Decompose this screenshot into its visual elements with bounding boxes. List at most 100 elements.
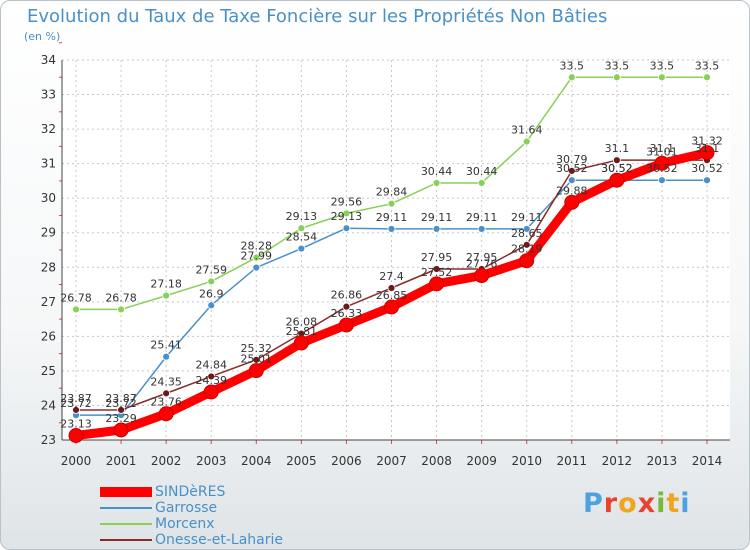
data-label-morcenx: 30.44 [421, 165, 453, 178]
data-label-morcenx: 31.64 [511, 124, 543, 137]
data-label-sind-res: 31.01 [646, 145, 678, 158]
data-point-garrosse [297, 244, 306, 253]
data-label-morcenx: 33.5 [695, 59, 720, 72]
data-label-garrosse: 23.72 [60, 397, 92, 410]
data-label-onesse-et-laharie: 26.86 [331, 289, 363, 302]
data-label-onesse-et-laharie: 24.35 [150, 375, 182, 388]
x-tick-label: 2001 [106, 454, 137, 468]
data-point-garrosse [432, 225, 441, 233]
data-point-onesse-et-laharie [342, 302, 351, 311]
data-point-sind-res [519, 253, 535, 269]
y-tick-label: 29 [41, 226, 56, 240]
data-label-garrosse: 25.41 [150, 339, 182, 352]
data-point-morcenx [567, 73, 576, 82]
data-point-garrosse [477, 225, 486, 233]
legend-item-garrosse: Garrosse [100, 500, 360, 516]
data-label-onesse-et-laharie: 27.95 [466, 251, 498, 264]
data-label-sind-res: 28.19 [511, 243, 543, 256]
plot-area [62, 60, 730, 440]
data-point-morcenx [117, 305, 125, 314]
x-tick-label: 2007 [376, 454, 407, 468]
x-tick-label: 2006 [331, 454, 362, 468]
y-tick-label: 33 [41, 88, 56, 102]
y-tick-label: 27 [41, 295, 56, 309]
data-label-onesse-et-laharie: 27.95 [421, 251, 453, 264]
data-point-onesse-et-laharie [207, 372, 216, 381]
legend-label: SINDèRES [155, 484, 226, 500]
legend-item-morcenx: Morcenx [100, 516, 360, 532]
x-tick-label: 2004 [241, 454, 272, 468]
data-label-garrosse: 30.52 [646, 162, 678, 175]
data-point-morcenx [658, 73, 666, 82]
data-point-garrosse [703, 176, 711, 185]
y-tick-label: 26 [41, 329, 56, 343]
data-point-sind-res [203, 384, 219, 400]
data-point-morcenx [342, 209, 351, 218]
data-point-morcenx [612, 73, 621, 82]
legend-swatch [100, 487, 152, 497]
data-point-sind-res [384, 299, 399, 315]
data-point-onesse-et-laharie [162, 389, 171, 398]
y-tick-label: 28 [41, 260, 56, 274]
data-label-garrosse: 23.72 [105, 397, 137, 410]
data-point-garrosse [207, 301, 216, 310]
data-label-garrosse: 30.52 [556, 162, 588, 175]
data-point-sind-res [68, 428, 84, 444]
data-point-morcenx [432, 179, 441, 187]
y-tick-label: 31 [41, 157, 56, 171]
data-label-onesse-et-laharie: 27.4 [379, 270, 404, 283]
data-point-morcenx [252, 253, 261, 262]
legend-label: Onesse-et-Laharie [155, 532, 284, 548]
data-label-garrosse: 27.99 [241, 250, 273, 263]
x-tick-label: 2005 [286, 454, 317, 468]
data-point-sind-res [474, 268, 490, 284]
x-tick-label: 2000 [61, 454, 92, 468]
data-point-sind-res [699, 145, 715, 161]
data-label-sind-res: 23.76 [150, 396, 182, 409]
x-tick-label: 2014 [692, 454, 723, 468]
data-label-onesse-et-laharie: 23.87 [105, 392, 137, 405]
legend-swatch [100, 507, 152, 509]
legend-label: Morcenx [155, 516, 215, 532]
data-point-sind-res [113, 422, 129, 438]
data-label-garrosse: 30.52 [601, 162, 633, 175]
data-label-garrosse: 30.52 [691, 162, 723, 175]
logo-letter: P [583, 488, 604, 519]
data-point-garrosse [387, 225, 396, 233]
legend-swatch [100, 539, 152, 541]
data-point-garrosse [342, 224, 351, 233]
data-point-onesse-et-laharie [72, 406, 80, 414]
logo-letter: i [680, 488, 691, 519]
data-label-onesse-et-laharie: 28.65 [511, 227, 543, 240]
data-label-garrosse: 29.13 [331, 210, 363, 223]
data-point-morcenx [162, 291, 171, 300]
data-label-morcenx: 30.44 [466, 165, 498, 178]
x-tick-label: 2008 [421, 454, 452, 468]
data-label-onesse-et-laharie: 31.1 [695, 142, 720, 155]
data-point-garrosse [658, 176, 666, 185]
data-label-morcenx: 27.59 [195, 263, 227, 276]
data-label-morcenx: 29.56 [331, 195, 363, 208]
data-point-morcenx [703, 73, 711, 82]
data-label-sind-res: 27.52 [421, 266, 453, 279]
data-point-sind-res [564, 194, 580, 210]
data-label-morcenx: 33.5 [605, 59, 630, 72]
data-label-morcenx: 28.28 [241, 240, 273, 253]
data-point-onesse-et-laharie [387, 284, 396, 292]
data-point-morcenx [522, 137, 531, 146]
y-tick-label: 34 [41, 53, 56, 67]
data-label-sind-res: 26.33 [331, 307, 363, 320]
data-label-sind-res: 26.85 [376, 289, 408, 302]
legend: SINDèRES Garrosse Morcenx Onesse-et-Laharie [100, 484, 360, 548]
data-point-onesse-et-laharie [432, 265, 441, 273]
logo-letter: o [618, 488, 638, 519]
y-tick-label: 30 [41, 191, 56, 205]
data-label-onesse-et-laharie: 31.1 [650, 142, 675, 155]
x-tick-label: 2002 [151, 454, 182, 468]
data-point-morcenx [72, 305, 80, 314]
data-label-garrosse: 29.11 [376, 211, 408, 224]
data-point-morcenx [477, 179, 486, 187]
data-label-onesse-et-laharie: 30.79 [556, 153, 588, 166]
data-label-onesse-et-laharie: 31.1 [605, 142, 630, 155]
legend-swatch [100, 523, 152, 525]
